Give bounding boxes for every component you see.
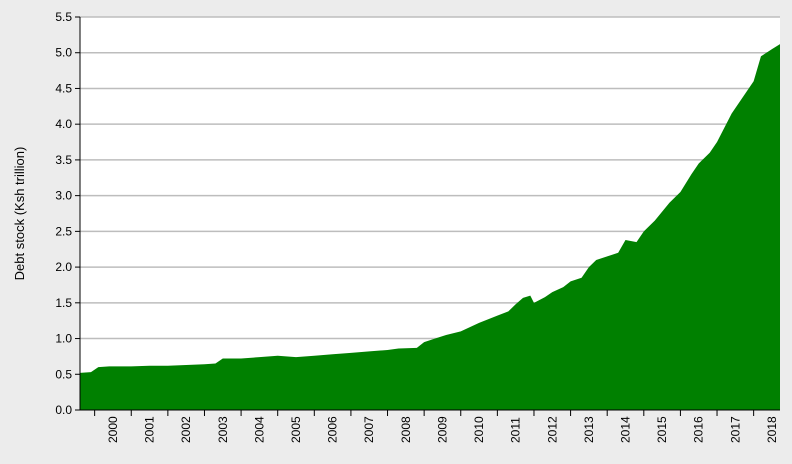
x-tick-label: 2000 bbox=[106, 416, 120, 443]
x-tick-label: 2007 bbox=[362, 416, 376, 443]
x-tick-label: 2014 bbox=[619, 416, 633, 443]
x-tick-label: 2001 bbox=[143, 416, 157, 443]
y-tick-label: 0.5 bbox=[55, 367, 72, 381]
x-tick-label: 2010 bbox=[472, 416, 486, 443]
x-tick-label: 2015 bbox=[655, 416, 669, 443]
y-tick-label: 3.0 bbox=[55, 189, 72, 203]
x-tick-label: 2017 bbox=[728, 416, 742, 443]
x-tick-label: 2013 bbox=[582, 416, 596, 443]
y-tick-label: 1.5 bbox=[55, 296, 72, 310]
y-axis-title: Debt stock (Ksh trillion) bbox=[12, 147, 27, 281]
y-tick-label: 4.5 bbox=[55, 81, 72, 95]
x-tick-label: 2011 bbox=[509, 417, 523, 443]
y-tick-label: 5.0 bbox=[55, 46, 72, 60]
x-tick-label: 2018 bbox=[765, 416, 779, 443]
debt-stock-area bbox=[80, 44, 780, 411]
y-tick-label: 0.0 bbox=[55, 403, 72, 417]
y-tick-label: 2.5 bbox=[55, 224, 72, 238]
x-tick-label: 2012 bbox=[545, 416, 559, 443]
x-tick-label: 2004 bbox=[252, 416, 266, 443]
x-tick-label: 2016 bbox=[692, 416, 706, 443]
x-tick-label: 2002 bbox=[179, 416, 193, 443]
x-axis-ticks: 2000 2001 2002 2003 2004 2005 2006 2007 2008 2009… bbox=[94, 410, 779, 443]
x-tick-label: 2009 bbox=[435, 416, 449, 443]
x-tick-label: 2008 bbox=[399, 416, 413, 443]
y-tick-label: 3.5 bbox=[55, 153, 72, 167]
axes bbox=[79, 17, 780, 411]
y-tick-label: 5.5 bbox=[55, 10, 72, 24]
y-axis-ticks: 0.0 0.5 1.0 1.5 2.0 2.5 3.0 3.5 4.0 4.5 5.0 5.5 bbox=[55, 10, 80, 417]
x-tick-label: 2005 bbox=[289, 416, 303, 443]
x-tick-label: 2006 bbox=[326, 416, 340, 443]
y-tick-label: 1.0 bbox=[55, 332, 72, 346]
y-tick-label: 4.0 bbox=[55, 117, 72, 131]
y-tick-label: 2.0 bbox=[55, 260, 72, 274]
grid-lines bbox=[80, 16, 780, 376]
x-tick-label: 2003 bbox=[216, 416, 230, 443]
